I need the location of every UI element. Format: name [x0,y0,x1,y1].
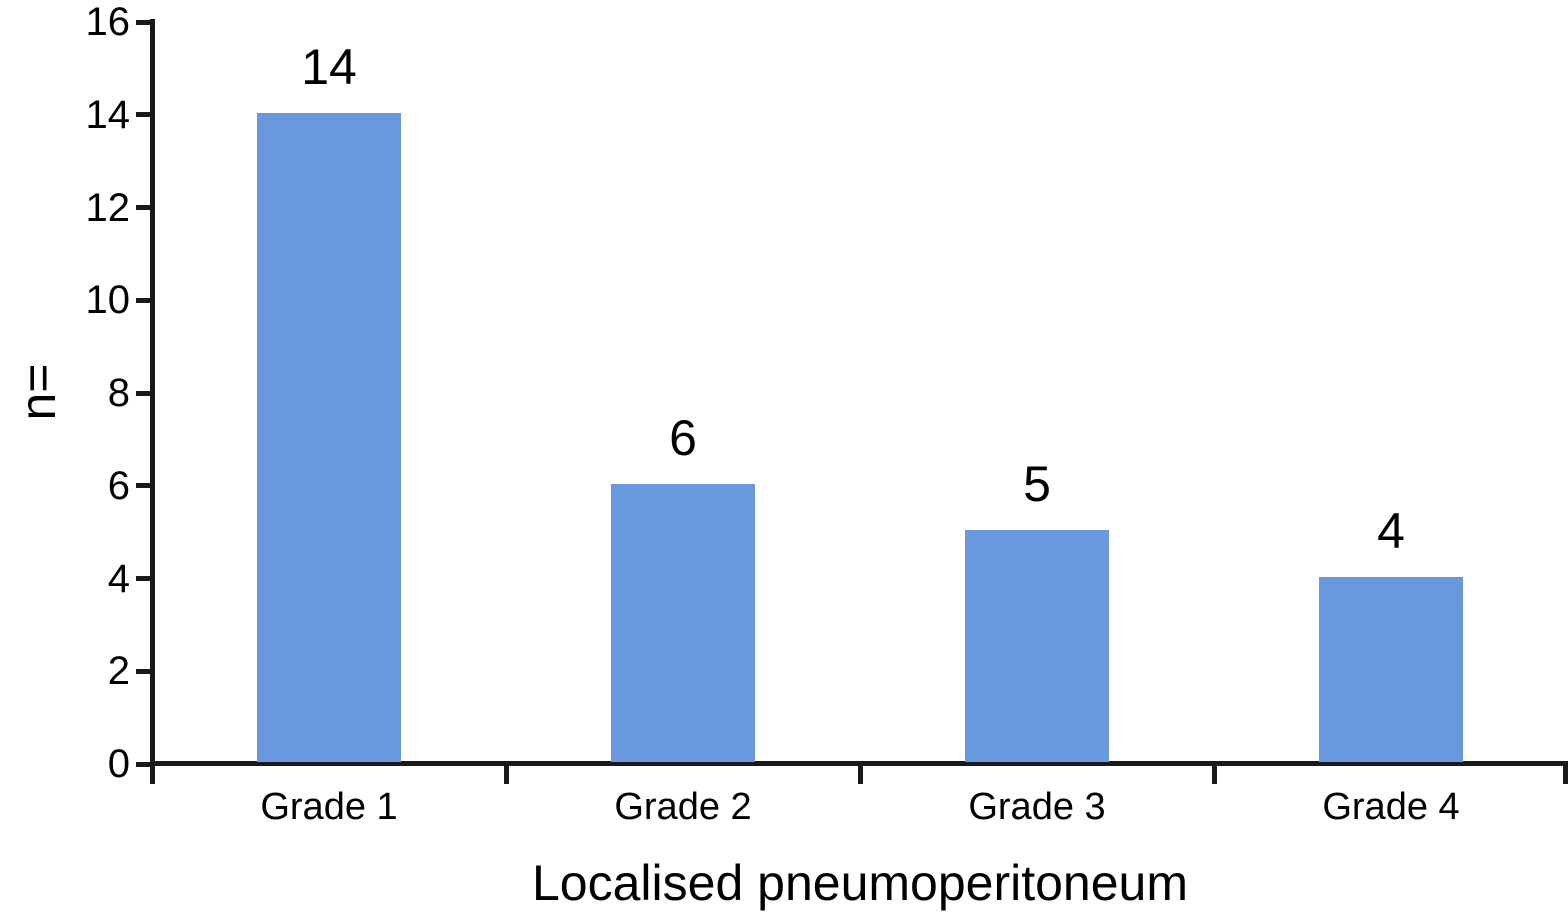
y-axis-tick-label: 16 [85,0,131,44]
x-axis-tick [149,764,155,784]
y-axis-tick [136,761,152,767]
bar-value-label: 14 [301,38,357,95]
y-axis-tick-label: 8 [107,371,130,415]
x-axis-tick [857,764,863,784]
x-axis-tick [1211,764,1217,784]
x-axis-tick [503,764,509,784]
y-axis-tick-label: 4 [107,556,130,601]
bar [257,112,401,762]
category-label: Grade 4 [1322,786,1460,828]
bar [611,483,755,762]
x-axis-title: Localised pneumoperitoneum [532,855,1188,911]
y-axis-tick-label: 6 [107,463,130,508]
bar [965,530,1109,762]
y-axis-tick [136,668,152,674]
category-label: Grade 3 [968,786,1106,828]
y-axis-tick [136,297,152,303]
y-axis-tick [136,483,152,489]
y-axis-tick-label: 10 [85,278,131,323]
y-axis-tick-label: 12 [85,185,131,230]
x-axis-line [150,761,1568,766]
category-label: Grade 1 [260,786,398,828]
y-axis-tick [136,112,152,118]
y-axis-tick [136,576,152,581]
x-axis-tick [1563,764,1568,784]
category-label: Grade 2 [614,786,752,828]
bar-value-label: 6 [669,409,697,466]
y-axis-tick [136,19,152,25]
bar-value-label: 4 [1377,502,1405,559]
y-axis-line [150,19,155,766]
y-axis-tick [136,205,152,210]
y-axis-tick [136,390,152,396]
y-axis-tick-label: 14 [85,92,131,137]
bar-value-label: 5 [1023,456,1051,513]
y-axis-tick-label: 0 [107,742,130,786]
bar [1319,576,1463,762]
y-axis-tick-label: 2 [107,649,130,694]
